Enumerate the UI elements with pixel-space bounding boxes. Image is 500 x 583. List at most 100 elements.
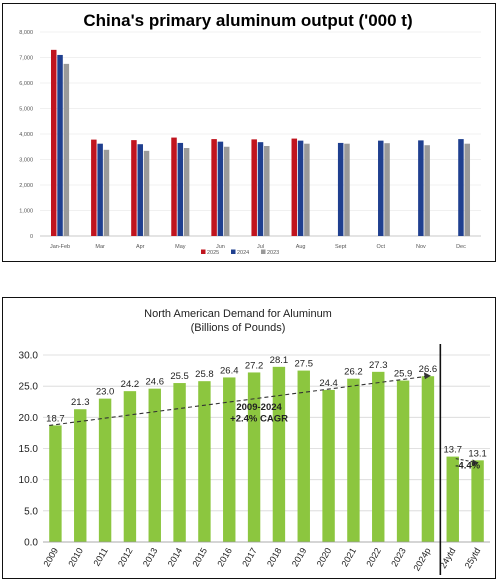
data-label: 27.5 — [295, 359, 314, 370]
x-tick-label: 2009 — [41, 546, 60, 568]
bar-2023 — [103, 149, 110, 236]
x-tick-label: 2024p — [411, 546, 432, 573]
y-tick-label: 1,000 — [19, 209, 33, 215]
bar-2025 — [131, 140, 137, 236]
x-tick-label: Oct — [376, 244, 385, 250]
bar-2024 — [458, 139, 464, 236]
x-tick-label: Mar — [95, 244, 105, 250]
cagr-trend-line — [49, 375, 428, 426]
bar-2023 — [183, 148, 190, 236]
x-tick-label: 2017 — [240, 546, 259, 568]
bar-2024 — [217, 141, 224, 236]
bar-2025 — [251, 139, 257, 236]
y-tick-label: 0.0 — [24, 538, 38, 549]
bar — [471, 460, 484, 542]
ytd-trend-line — [455, 458, 476, 463]
bar-2024 — [257, 142, 264, 236]
bar-2023 — [344, 143, 350, 236]
y-tick-label: 5,000 — [19, 107, 33, 113]
bar-2023 — [464, 143, 471, 236]
data-label: 26.6 — [419, 364, 438, 375]
x-tick-label: 2018 — [265, 546, 284, 568]
china-aluminum-chart: China's primary aluminum output ('000 t)… — [19, 11, 481, 256]
legend-label: 2025 — [207, 250, 219, 256]
y-tick-label: 20.0 — [19, 413, 39, 424]
bar-2024 — [177, 142, 184, 236]
bar-2024 — [57, 54, 63, 237]
cagr-annotation-line2: +2.4% CAGR — [230, 414, 288, 425]
chart-title: North American Demand for Aluminum — [144, 308, 332, 320]
bar — [322, 389, 335, 542]
data-label: 24.6 — [146, 377, 165, 388]
y-tick-label: 30.0 — [19, 351, 39, 362]
x-tick-label: Nov — [416, 244, 426, 250]
na-demand-chart: North American Demand for Aluminum (Bill… — [19, 308, 490, 575]
bar — [173, 383, 186, 542]
x-tick-label: Jun — [216, 244, 225, 250]
x-tick-label: Aug — [296, 244, 306, 250]
bar-2023 — [304, 143, 310, 236]
data-label: 27.2 — [245, 360, 264, 371]
data-label: 13.1 — [468, 448, 487, 459]
x-tick-label: 2010 — [66, 546, 85, 568]
bar — [49, 425, 62, 542]
bar — [347, 378, 360, 542]
data-label: 26.4 — [220, 365, 239, 376]
bar-2024 — [137, 144, 143, 236]
bar — [421, 376, 435, 542]
ytd-annotation: -4.4% — [455, 460, 480, 471]
bar-2025 — [91, 139, 97, 236]
bar — [74, 409, 87, 542]
bar — [247, 372, 261, 542]
bar-2023 — [63, 63, 70, 236]
chart-title: China's primary aluminum output ('000 t) — [83, 11, 412, 30]
bar-2025 — [211, 139, 217, 236]
bar-2023 — [384, 143, 390, 236]
china-aluminum-chart-panel: China's primary aluminum output ('000 t)… — [2, 3, 496, 262]
bar-2024 — [297, 140, 304, 236]
x-tick-label: 2014 — [166, 546, 185, 568]
bar — [198, 381, 211, 542]
bar — [396, 380, 410, 542]
x-tick-label: 2012 — [116, 546, 135, 568]
data-label: 21.3 — [71, 397, 90, 408]
x-tick-label: May — [175, 244, 186, 250]
y-tick-label: 15.0 — [19, 444, 39, 455]
legend-label: 2023 — [267, 250, 279, 256]
x-tick-label: Sept — [335, 244, 347, 250]
bar — [446, 456, 459, 542]
x-tick-label: 2021 — [339, 546, 358, 568]
bar — [272, 366, 286, 542]
bar — [98, 398, 112, 542]
x-tick-label: 2023 — [389, 546, 408, 568]
data-label: 13.7 — [444, 445, 463, 456]
data-label: 25.5 — [170, 371, 189, 382]
y-tick-label: 10.0 — [19, 475, 39, 486]
legend-label: 2024 — [237, 250, 249, 256]
data-label: 26.2 — [344, 367, 363, 378]
bar — [223, 377, 236, 542]
data-label: 18.7 — [46, 413, 65, 424]
chart-subtitle: (Billions of Pounds) — [191, 322, 286, 334]
x-tick-label: 2016 — [215, 546, 234, 568]
bar — [297, 370, 310, 542]
y-tick-label: 8,000 — [19, 30, 33, 36]
cagr-arrow-head — [423, 372, 431, 380]
bar-2025 — [171, 137, 177, 236]
cagr-annotation-line1: 2009-2024 — [236, 402, 282, 413]
bar-2025 — [50, 49, 57, 236]
x-tick-label: 2015 — [190, 546, 209, 568]
y-tick-label: 3,000 — [19, 158, 33, 164]
bar-2023 — [264, 145, 270, 236]
x-tick-label: Jan-Feb — [50, 244, 70, 250]
x-tick-label: Dec — [456, 244, 466, 250]
x-tick-label: 2019 — [290, 546, 309, 568]
y-tick-label: 2,000 — [19, 183, 33, 189]
x-tick-label: Jul — [257, 244, 264, 250]
data-label: 28.1 — [270, 355, 289, 366]
bar-2023 — [223, 146, 230, 236]
legend-swatch-2023 — [261, 249, 266, 254]
y-tick-label: 6,000 — [19, 81, 33, 87]
bar-2024 — [337, 142, 344, 236]
bar — [372, 371, 385, 542]
